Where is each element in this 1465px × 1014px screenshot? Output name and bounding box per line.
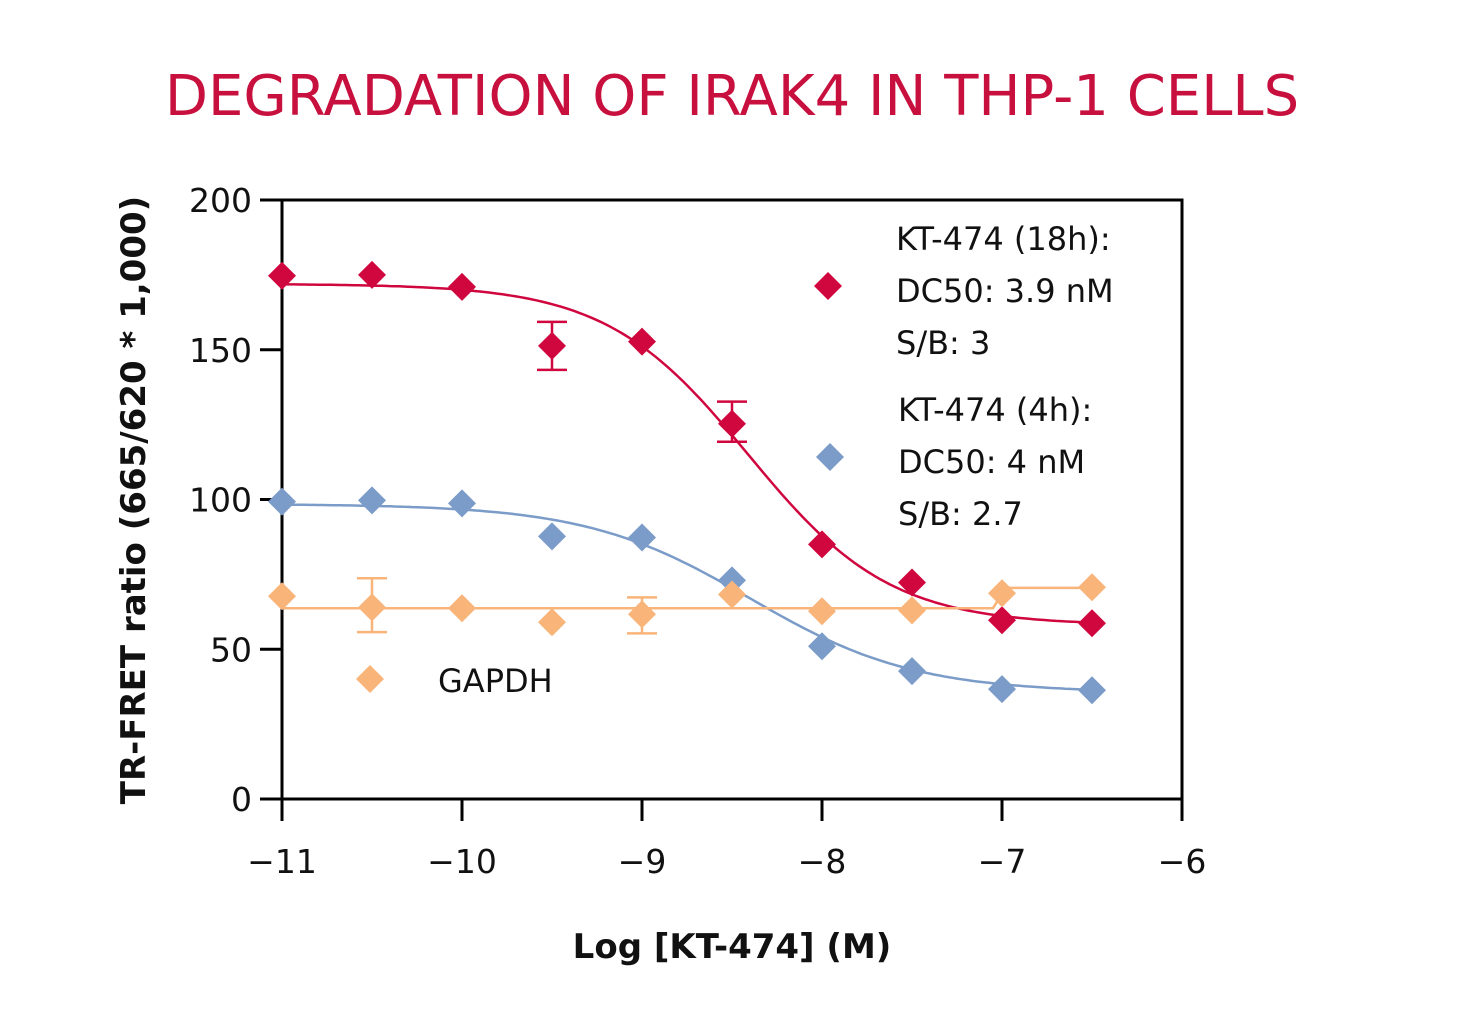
data-point-2 [268,582,296,611]
data-point-1 [538,522,566,551]
legend-text: DC50: 4 nM [898,443,1085,481]
x-tick-label: −11 [247,842,317,881]
y-axis-label: TR-FRET ratio (665/620 * 1,000) [114,196,154,804]
legend-text: GAPDH [438,662,553,700]
fit-curve-2 [282,586,1092,610]
data-point-0 [628,327,656,356]
data-point-1 [1078,676,1106,705]
data-point-2 [448,594,476,623]
y-tick-label: 50 [210,630,252,669]
legend-marker-2 [356,665,384,693]
data-point-1 [898,657,926,686]
legend-text: DC50: 3.9 nM [896,272,1114,310]
data-point-1 [268,487,296,516]
y-tick-label: 0 [231,780,252,819]
data-point-1 [718,566,746,595]
x-axis-label: Log [KT-474] (M) [573,927,892,967]
x-tick-label: −7 [978,842,1027,881]
x-tick-label: −8 [798,842,847,881]
data-point-2 [628,600,656,629]
chart-title: DEGRADATION OF IRAK4 IN THP-1 CELLS [165,64,1299,129]
y-tick-label: 100 [189,481,252,520]
data-point-0 [448,272,476,301]
data-point-0 [358,260,386,289]
data-point-2 [358,593,386,622]
fit-curve-1 [281,503,1093,692]
data-point-0 [268,261,296,290]
x-tick-label: −9 [618,842,667,881]
legend-marker-1 [816,443,844,471]
legend-text: S/B: 2.7 [898,495,1023,533]
legend-marker-0 [814,272,842,300]
y-tick-label: 200 [189,181,252,220]
data-point-2 [898,596,926,625]
data-point-2 [718,580,746,609]
data-point-2 [808,597,836,626]
data-point-0 [988,606,1016,635]
data-point-2 [1078,573,1106,602]
data-point-1 [628,523,656,552]
data-point-1 [358,486,386,515]
data-point-0 [808,530,836,559]
legend-text: S/B: 3 [896,324,990,362]
y-tick-label: 150 [189,331,252,370]
legend-text: KT-474 (4h): [898,391,1092,429]
data-point-0 [538,331,566,360]
legend-text: KT-474 (18h): [896,220,1111,258]
data-point-1 [808,632,836,661]
data-point-1 [988,675,1016,704]
data-point-0 [898,568,926,597]
data-point-0 [718,409,746,438]
data-point-2 [538,608,566,637]
data-point-1 [448,489,476,518]
data-point-0 [1078,609,1106,638]
data-point-2 [988,579,1016,608]
x-tick-label: −6 [1158,842,1207,881]
x-tick-label: −10 [427,842,497,881]
